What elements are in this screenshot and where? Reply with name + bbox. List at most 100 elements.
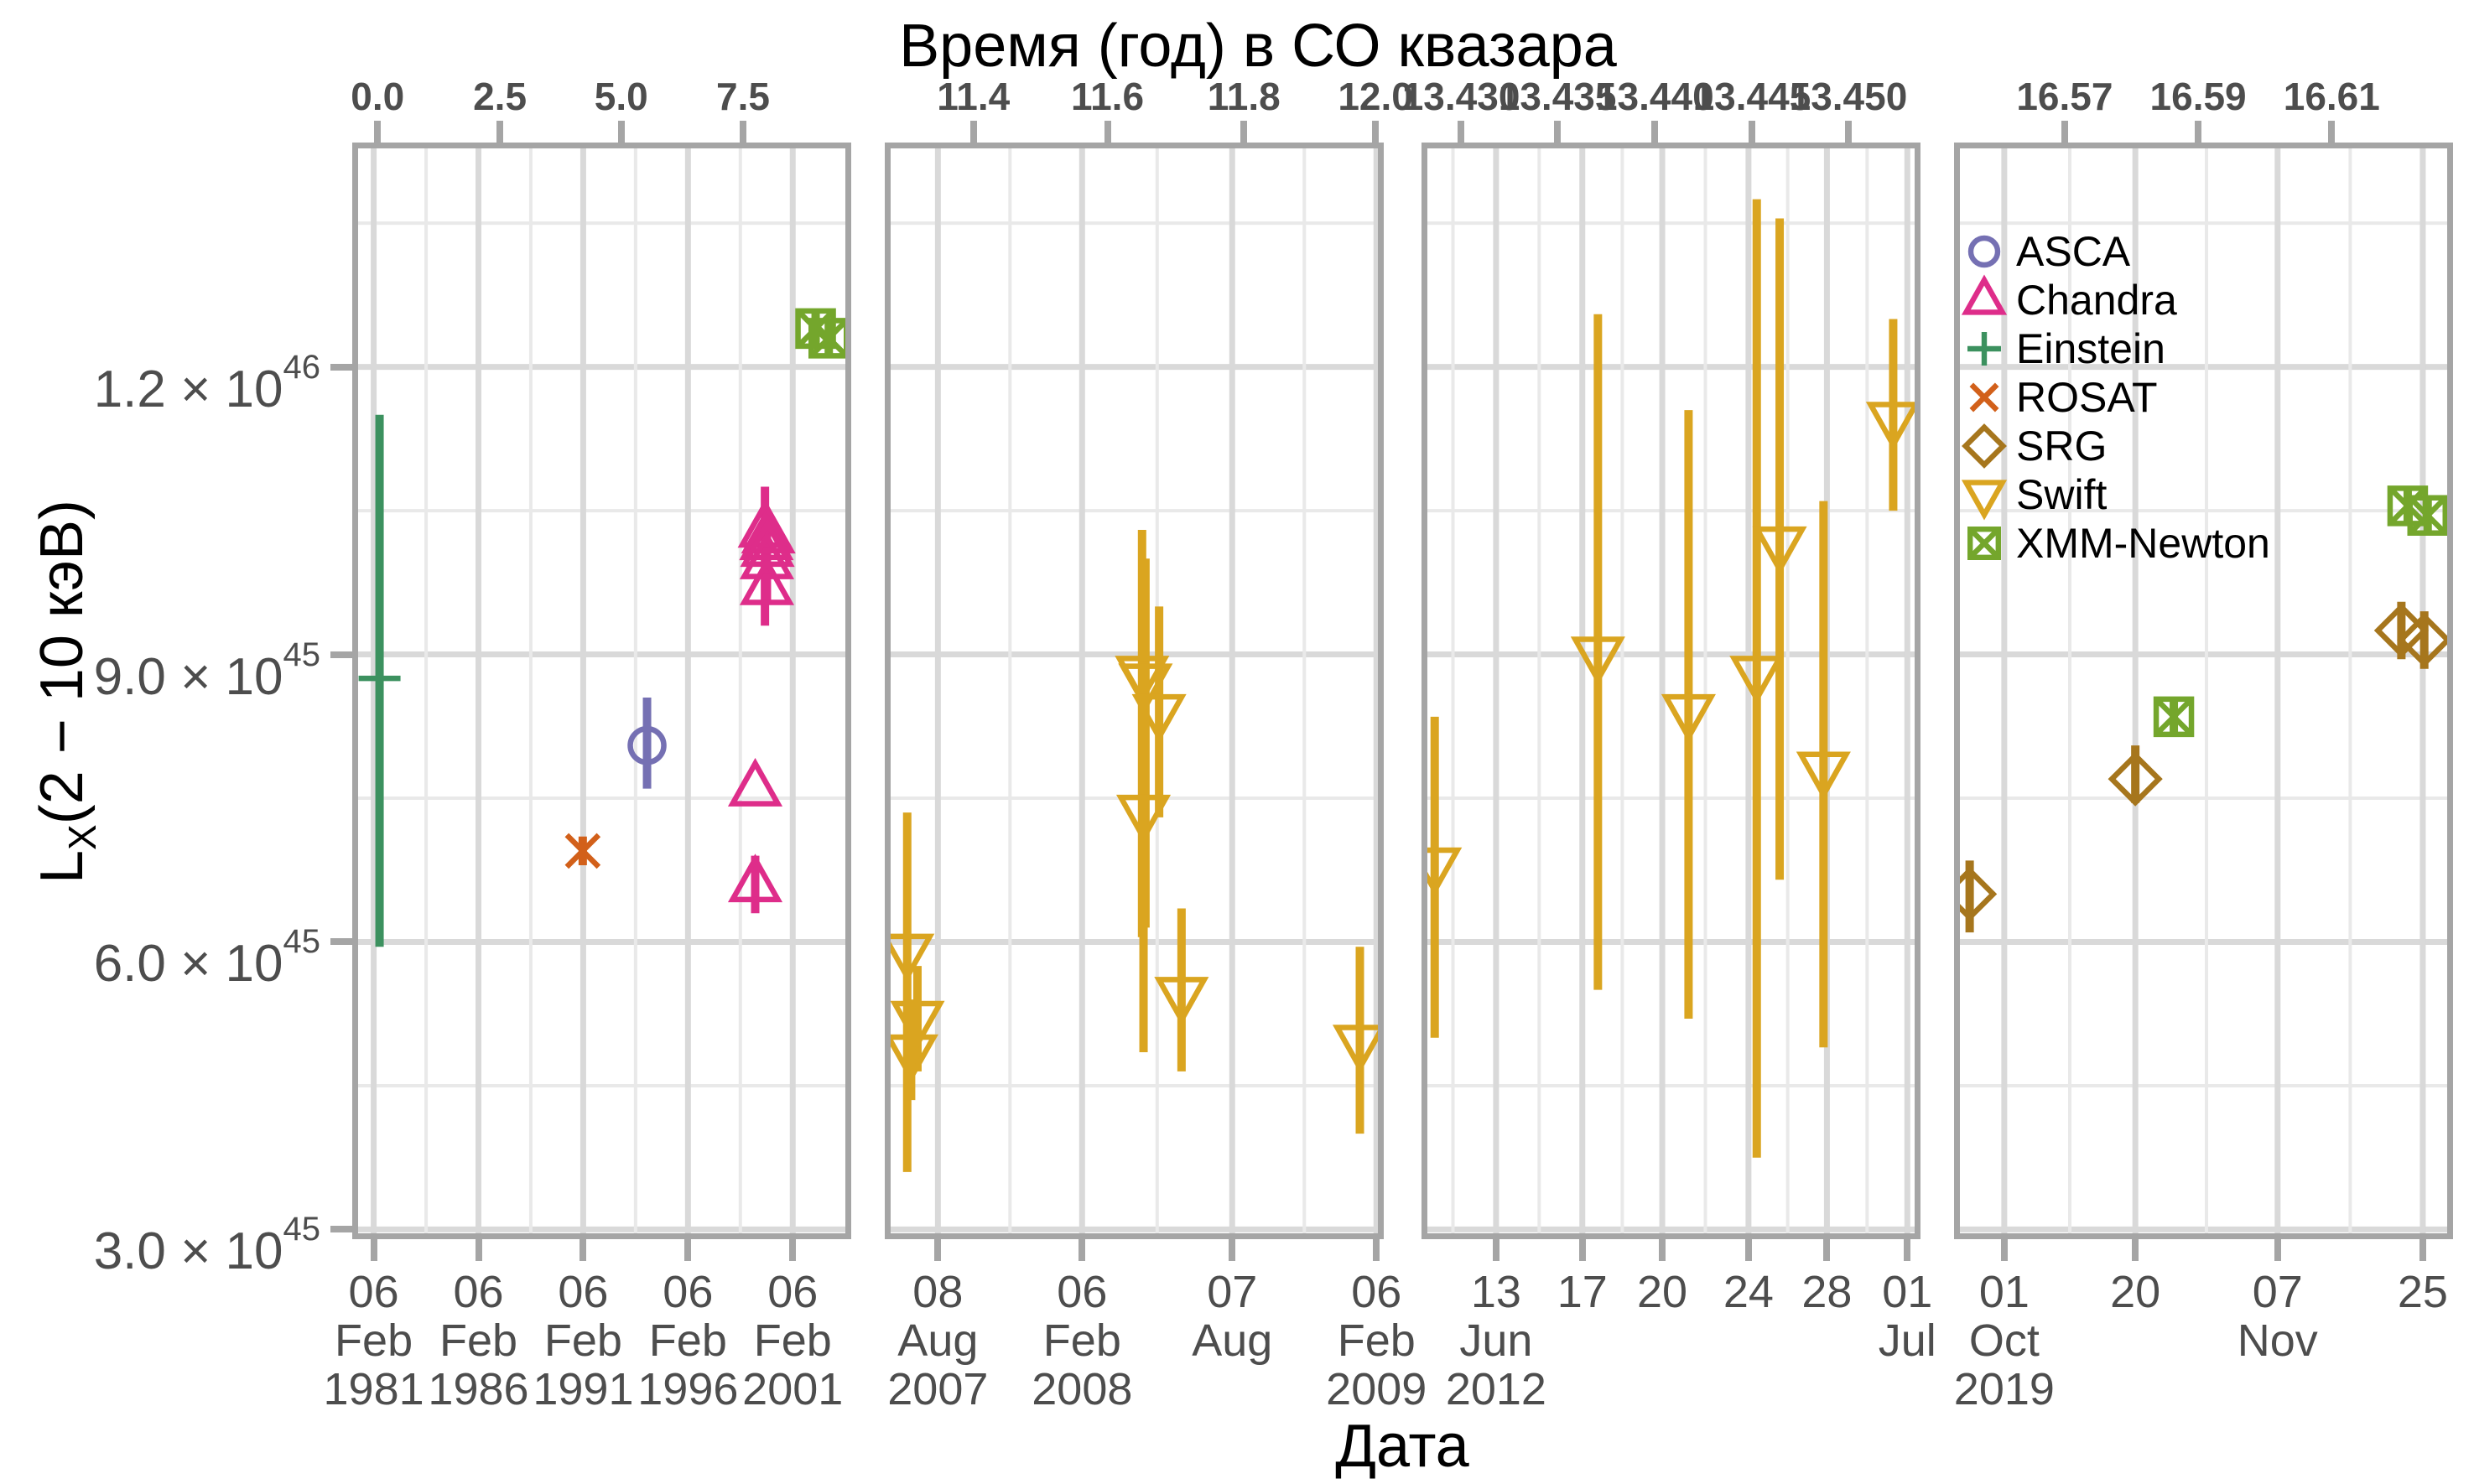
data-point-swift [1752, 526, 1807, 575]
x-tick-label-line: Feb [1337, 1315, 1416, 1366]
bottom-tick [1078, 1239, 1086, 1261]
bottom-tick [789, 1239, 797, 1261]
x-tick-label-line: 06 [1057, 1267, 1108, 1317]
x-tick-label: 06 Feb 2008 [956, 1268, 1208, 1414]
top-tick-label: 13.450 [1789, 75, 1908, 118]
x-tick-label-line: Aug [897, 1315, 979, 1366]
top-tick [1844, 121, 1852, 143]
x-tick-label-line: Feb [753, 1315, 832, 1366]
data-point-rosat [564, 833, 601, 869]
bottom-tick [1492, 1239, 1499, 1261]
x-tick-label-line: 20 [2110, 1267, 2161, 1317]
x-tick-label-line: 06 [453, 1267, 504, 1317]
x-tick-label: 25 [2297, 1268, 2474, 1316]
legend-label: Chandra [2016, 277, 2177, 324]
x-tick-label-line: 2008 [1032, 1364, 1133, 1414]
top-tick-label: 16.59 [2149, 75, 2247, 118]
top-tick-label: 5.0 [594, 75, 648, 118]
top-tick-label: 2.5 [473, 75, 528, 118]
legend-key-x-icon [1969, 382, 1999, 413]
data-point-chandra [739, 556, 795, 605]
x-tick-label-line: Feb [648, 1315, 727, 1366]
x-tick-label-line: Feb [335, 1315, 413, 1366]
y-tick-label: 6.0 × 1045 [44, 911, 320, 993]
x-tick-label-line: 25 [2397, 1267, 2448, 1317]
x-tick-label-line: Jul [1878, 1315, 1936, 1366]
top-tick [1748, 121, 1755, 143]
top-tick-label: 16.61 [2283, 75, 2380, 118]
data-point-swift [1131, 693, 1187, 743]
x-tick-label: 06 Feb 1991 [457, 1268, 709, 1414]
data-point-swift [1865, 402, 1915, 451]
x-tick-label: 13 Jun 2012 [1370, 1268, 1622, 1414]
bottom-tick [934, 1239, 942, 1261]
x-tick-label: 07 Nov [2152, 1268, 2404, 1365]
bottom-tick [684, 1239, 692, 1261]
panel-3 [1422, 143, 1920, 1239]
y-axis-title-subscript: X [60, 824, 104, 850]
bottom-tick [1229, 1239, 1236, 1261]
x-tick-label: 06 Feb 2001 [667, 1268, 918, 1414]
x-tick-label-line: Aug [1192, 1315, 1273, 1366]
x-tick-label-line: 01 [1882, 1267, 1933, 1317]
data-point-swift [891, 933, 935, 983]
x-tick-label-line: 06 [558, 1267, 609, 1317]
panel-4-plot [1960, 148, 2447, 1233]
x-tick-label-line: 01 [1978, 1267, 2030, 1317]
legend-key-circle-icon [1967, 235, 2001, 268]
x-tick-label-line: 2007 [887, 1364, 989, 1414]
top-tick [2061, 121, 2068, 143]
y-tick-label: 9.0 × 1045 [44, 625, 321, 706]
legend-label: SRG [2016, 423, 2108, 470]
data-point-chandra [727, 757, 783, 807]
legend-key-triangle-up-icon [1961, 274, 2008, 315]
bottom-tick [475, 1239, 482, 1261]
data-point-swift [1427, 847, 1463, 896]
y-tick [330, 1226, 352, 1233]
bottom-tick [2419, 1239, 2426, 1261]
bottom-tick [1578, 1239, 1586, 1261]
data-point-swift [1118, 663, 1173, 713]
bottom-tick [1823, 1239, 1831, 1261]
x-tick-label-line: Oct [1968, 1315, 2040, 1366]
data-point-asca [627, 725, 667, 765]
x-tick-label-line: 1996 [637, 1364, 739, 1414]
x-tick-label: 28 [1701, 1268, 1952, 1316]
y-tick [330, 651, 352, 658]
panel-1 [352, 143, 851, 1239]
y-axis-title: LX(2 − 10 кэВ) [26, 272, 104, 1111]
x-tick-label-line: 2001 [742, 1364, 844, 1414]
data-point-swift [1729, 656, 1785, 705]
y-tick-exponent: 45 [283, 636, 321, 673]
data-point-xmm-newton [2153, 696, 2195, 738]
data-point-swift [891, 1034, 938, 1083]
bottom-tick [1373, 1239, 1380, 1261]
y-tick-mantissa: 1.2 × 10 [93, 360, 283, 418]
legend-label: XMM-Newton [2016, 520, 2270, 567]
legend-label: Einstein [2016, 325, 2165, 372]
x-tick-label: 01 Jul [1781, 1268, 2033, 1365]
x-tick-label-line: 20 [1636, 1267, 1688, 1317]
bottom-tick [1659, 1239, 1666, 1261]
y-tick [330, 363, 352, 371]
x-tick-label-line: 06 [348, 1267, 399, 1317]
data-point-xmm-newton [2407, 495, 2447, 537]
x-tick-label-line: Feb [1042, 1315, 1121, 1366]
data-point-swift [1332, 1025, 1378, 1074]
data-point-srg [2108, 751, 2163, 807]
x-tick-label-line: 06 [663, 1267, 714, 1317]
data-point-swift [1570, 636, 1625, 686]
data-point-chandra [727, 854, 783, 903]
x-tick-label: 07 Aug [1106, 1268, 1358, 1365]
y-tick-exponent: 46 [283, 348, 321, 386]
panel-2-plot [891, 148, 1378, 1233]
y-tick [330, 938, 352, 946]
y-tick-label: 3.0 × 1045 [44, 1199, 320, 1280]
bottom-tick [1744, 1239, 1752, 1261]
x-tick-label: 20 [2009, 1268, 2261, 1316]
legend-label: ASCA [2016, 228, 2131, 275]
x-axis-title: Дата [1335, 1413, 1469, 1480]
top-tick-label: 11.6 [1071, 75, 1145, 118]
x-tick-label: 06 Feb 2009 [1250, 1268, 1502, 1414]
x-tick-label-line: 13 [1470, 1267, 1521, 1317]
